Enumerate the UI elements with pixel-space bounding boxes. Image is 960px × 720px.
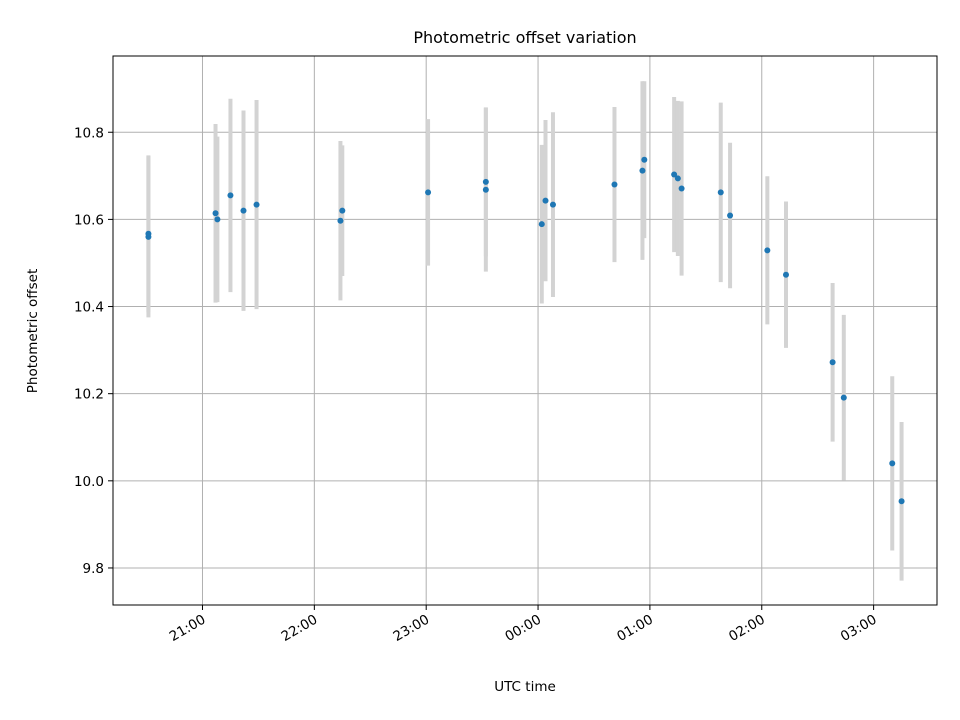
y-tick-label: 10.8 (74, 125, 104, 141)
data-point (227, 192, 234, 199)
data-point (337, 217, 344, 224)
data-point (214, 216, 221, 223)
data-point (727, 212, 734, 219)
y-axis-label: Photometric offset (25, 269, 41, 393)
data-point (482, 186, 489, 193)
plot-frame (112, 55, 938, 606)
grid (113, 56, 937, 605)
data-point (840, 394, 847, 401)
chart-title: Photometric offset variation (413, 28, 636, 47)
data-point (674, 175, 681, 182)
data-point (678, 185, 685, 192)
y-tick-label: 10.2 (74, 387, 104, 403)
data-point (782, 271, 789, 278)
data-point (898, 498, 905, 505)
data-point (641, 156, 648, 163)
y-tick-label: 10.6 (74, 212, 104, 228)
data-point (764, 247, 771, 254)
data-point (549, 201, 556, 208)
y-tick-label: 9.8 (83, 561, 104, 577)
data-point (253, 201, 260, 208)
data-point (542, 197, 549, 204)
data-point (240, 207, 247, 214)
x-axis-label: UTC time (494, 679, 556, 695)
data-point (889, 460, 896, 467)
data-point (212, 210, 219, 217)
y-axis: 9.8 10.0 10.2 10.4 10.6 10.8 (74, 125, 113, 577)
y-tick-label: 10.4 (74, 300, 104, 316)
data-point (425, 189, 432, 196)
data-point (538, 221, 545, 228)
y-tick-label: 10.0 (74, 474, 104, 490)
data-point (639, 167, 646, 174)
data-point (671, 171, 678, 178)
data-point (339, 207, 346, 214)
data-point (717, 189, 724, 196)
data-point (829, 359, 836, 366)
data-point (611, 181, 618, 188)
data-points (145, 156, 905, 505)
data-point (482, 178, 489, 185)
data-point (145, 230, 152, 237)
